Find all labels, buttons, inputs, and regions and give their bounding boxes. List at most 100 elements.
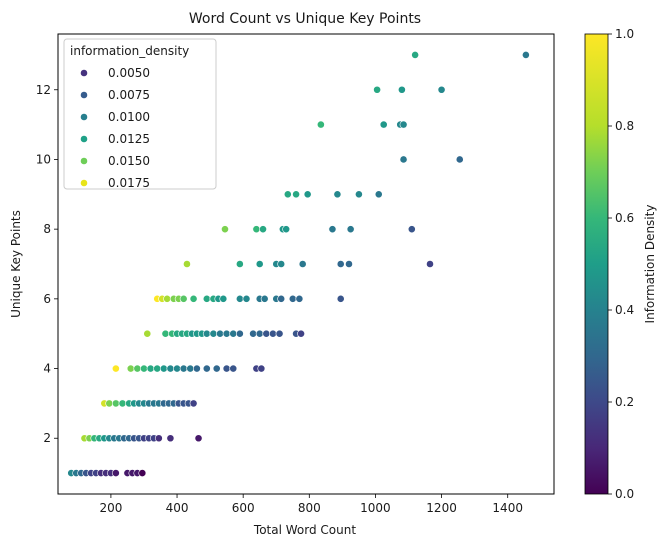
x-axis-ticks: 200 400 600 800 1000 1200 1400 <box>99 494 523 515</box>
data-point <box>166 364 175 373</box>
data-point <box>126 364 135 373</box>
data-point <box>146 364 155 373</box>
data-points <box>67 51 530 477</box>
data-point <box>111 364 120 373</box>
data-point <box>186 364 195 373</box>
data-point <box>298 260 307 268</box>
colorbar-label: Information Density <box>643 205 657 324</box>
data-point <box>282 225 291 234</box>
data-point <box>202 294 211 303</box>
data-point <box>105 399 114 408</box>
data-point <box>140 364 148 373</box>
data-point <box>111 469 120 477</box>
data-point <box>259 225 267 234</box>
data-point <box>163 294 172 303</box>
y-axis-ticks: 2 4 6 8 10 12 <box>36 83 58 445</box>
data-point <box>397 85 406 94</box>
x-tick-label: 1200 <box>426 501 457 515</box>
plot-frame <box>57 33 555 495</box>
legend: information_density 0.00500.00750.01000.… <box>63 38 217 190</box>
data-point <box>288 294 297 303</box>
data-point <box>345 260 353 268</box>
colorbar-tick-label: 0.0 <box>615 487 634 501</box>
data-point <box>183 260 191 268</box>
y-tick-label: 8 <box>43 222 51 236</box>
data-point <box>399 120 408 129</box>
data-point <box>219 294 228 303</box>
legend-marker <box>80 157 88 165</box>
data-point <box>216 329 224 338</box>
data-point <box>257 364 266 373</box>
data-point <box>373 85 381 94</box>
y-tick-label: 4 <box>43 362 51 376</box>
data-point <box>192 364 201 373</box>
colorbar-tick-label: 0.2 <box>615 395 634 409</box>
data-point <box>202 364 211 373</box>
legend-marker <box>80 113 88 121</box>
data-point <box>262 329 271 338</box>
data-point <box>179 294 188 303</box>
data-point <box>179 364 188 373</box>
x-tick-label: 200 <box>99 501 122 515</box>
y-tick-label: 10 <box>36 152 51 166</box>
data-point <box>336 260 345 268</box>
data-point <box>355 190 363 199</box>
data-point <box>154 434 163 443</box>
data-point <box>235 294 244 303</box>
data-point <box>189 399 198 408</box>
colorbar-tick-label: 0.8 <box>615 119 634 133</box>
data-point <box>426 260 434 268</box>
x-tick-label: 400 <box>166 501 189 515</box>
data-point <box>316 120 325 129</box>
data-point <box>275 329 284 338</box>
data-point <box>269 329 277 338</box>
data-point <box>252 225 261 234</box>
data-point <box>411 51 420 59</box>
data-point <box>189 294 198 303</box>
data-point <box>277 260 286 268</box>
legend-entry-label: 0.0125 <box>108 132 150 146</box>
data-point <box>229 364 238 373</box>
chart-title: Word Count vs Unique Key Points <box>189 11 421 27</box>
data-point <box>209 329 218 338</box>
data-point <box>235 329 244 338</box>
data-point <box>161 329 170 338</box>
data-point <box>133 364 142 373</box>
data-point <box>277 294 286 303</box>
data-point <box>222 329 231 338</box>
x-tick-label: 1000 <box>360 501 391 515</box>
colorbar-tick-label: 1.0 <box>615 27 634 41</box>
data-point <box>159 364 168 373</box>
data-point <box>374 190 383 199</box>
y-tick-label: 6 <box>43 292 51 306</box>
data-point <box>153 364 162 373</box>
legend-marker <box>80 135 88 143</box>
colorbar-frame <box>584 33 609 495</box>
legend-entries: 0.0050 0.0075 0.0100 0.0125 0.0150 0.0175 <box>80 66 150 190</box>
colorbar-tick-label: 0.4 <box>615 303 634 317</box>
data-point <box>202 329 211 338</box>
data-point <box>407 225 416 234</box>
data-point <box>143 329 152 338</box>
y-axis-label: Unique Key Points <box>9 210 23 318</box>
data-point <box>111 399 120 408</box>
data-point <box>118 399 127 408</box>
data-point <box>255 329 264 338</box>
data-point <box>328 225 337 234</box>
data-point <box>221 225 229 234</box>
data-point <box>379 120 388 129</box>
legend-marker <box>80 69 88 77</box>
data-point <box>399 155 408 164</box>
data-point <box>297 329 305 338</box>
colorbar: 0.0 0.2 0.4 0.6 0.8 1.0 Information Density <box>584 27 657 501</box>
data-point <box>336 294 345 303</box>
data-point <box>283 190 292 199</box>
data-point <box>455 155 464 164</box>
legend-entry-label: 0.0050 <box>108 66 150 80</box>
legend-box <box>63 38 217 190</box>
colorbar-gradient <box>585 34 608 494</box>
x-tick-label: 600 <box>232 501 255 515</box>
data-point <box>437 85 446 94</box>
data-point <box>292 190 300 199</box>
legend-entry-label: 0.0075 <box>108 88 150 102</box>
